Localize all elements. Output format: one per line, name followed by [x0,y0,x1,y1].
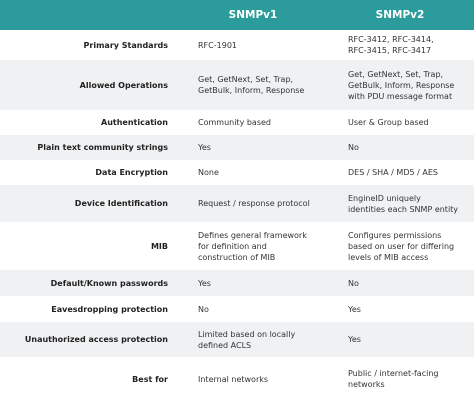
table-cell: Yes [198,135,343,160]
table-row: Authentication Community based User & Grou… [0,110,474,135]
row-label: Authentication [101,118,168,127]
table-cell: DES / SHA / MD5 / AES [348,160,472,185]
table-cell: EngineID uniquely identities each SNMP en… [348,185,472,222]
cell-line: defined ACLS [198,340,252,350]
cell-line: Community based [198,118,271,127]
row-label: Primary Standards [83,40,168,50]
table-cell: None [198,160,343,185]
row-label: Unauthorized access protection [24,335,168,344]
table-header: SNMPv1 SNMPv2 [0,0,474,30]
table-cell: Configures permissions based on user for … [348,222,472,270]
cell-line: Request / response protocol [198,199,310,208]
column-header: SNMPv2 [375,9,425,21]
row-label: Plain text community strings [37,143,168,152]
row-label: Default/Known passwords [50,278,168,288]
row-label: Allowed Operations [79,80,168,90]
table-cell: No [198,296,343,322]
cell-line: based on user for differing [348,241,455,251]
table-row: Default/Known passwords Yes No [0,270,474,296]
table-cell: Limited based on locally defined ACLS [198,322,343,357]
table-cell: Request / response protocol [198,185,343,222]
table-cell: Public / internet-facing networks [348,357,472,401]
table-cell: Yes [198,270,343,296]
table-cell: User & Group based [348,110,472,135]
cell-line: RFC-1901 [198,40,237,50]
table-row: Primary Standards RFC-1901 RFC-3412, RFC-3… [0,30,474,60]
column-header: SNMPv1 [228,9,278,21]
cell-line: networks [348,380,385,389]
table-cell: RFC-1901 [198,30,343,60]
table-cell: Get, GetNext, Set, Trap, GetBulk, Inform,… [198,60,343,110]
cell-line: levels of MIB access [348,252,429,262]
table-row: Eavesdropping protection No Yes [0,296,474,322]
cell-line: Yes [348,304,361,314]
cell-line: No [198,304,209,314]
table-row: MIB Defines general framework for definiti… [0,222,474,270]
cell-line: Get, GetNext, Set, Trap, [348,69,444,79]
cell-line: GetBulk, Inform, Response [198,86,305,95]
cell-line: RFC-3412, RFC-3414, [348,35,434,44]
table-row: Best for Internal networks Public / intern… [0,357,474,401]
cell-line: identities each SNMP entity [348,204,459,214]
table-row: Plain text community strings Yes No [0,135,474,160]
cell-line: Yes [198,143,211,152]
cell-line: Defines general framework [198,230,307,240]
cell-line: EngineID uniquely [348,193,421,203]
table-cell: RFC-3412, RFC-3414, RFC-3415, RFC-3417 [348,30,472,60]
cell-line: Configures permissions [348,230,442,240]
cell-line: Internal networks [198,374,269,384]
table-cell: Get, GetNext, Set, Trap, GetBulk, Inform,… [348,60,472,110]
table-row: Device Identification Request / response … [0,185,474,222]
cell-line: for definition and [198,241,267,251]
row-label: Eavesdropping protection [51,304,168,314]
table-cell: Community based [198,110,343,135]
row-label: Device Identification [74,199,168,208]
cell-line: Yes [348,335,361,344]
cell-line: Public / internet-facing [348,369,439,378]
row-label: Data Encryption [95,168,168,177]
table-row: Unauthorized access protection Limited ba… [0,322,474,357]
table-cell: Defines general framework for definition … [198,222,343,270]
table-row: Allowed Operations Get, GetNext, Set, Tra… [0,60,474,110]
cell-line: User & Group based [348,118,429,127]
table-row: Data Encryption None DES / SHA / MD5 / AES [0,160,474,185]
cell-line: RFC-3415, RFC-3417 [348,46,432,55]
cell-line: with PDU message format [348,91,453,101]
cell-line: No [348,143,359,152]
table-cell: Yes [348,322,472,357]
table-cell: No [348,135,472,160]
cell-line: DES / SHA / MD5 / AES [348,168,438,177]
table-cell: No [348,270,472,296]
cell-line: None [198,168,219,177]
cell-line: No [348,278,359,288]
cell-line: Get, GetNext, Set, Trap, [198,75,294,84]
cell-line: construction of MIB [198,252,276,262]
row-label: MIB [150,241,168,251]
table-cell: Internal networks [198,357,343,401]
table-cell: Yes [348,296,472,322]
cell-line: Limited based on locally [198,329,296,339]
cell-line: Yes [198,278,211,288]
cell-line: GetBulk, Inform, Response [348,80,455,90]
row-label: Best for [132,374,168,384]
